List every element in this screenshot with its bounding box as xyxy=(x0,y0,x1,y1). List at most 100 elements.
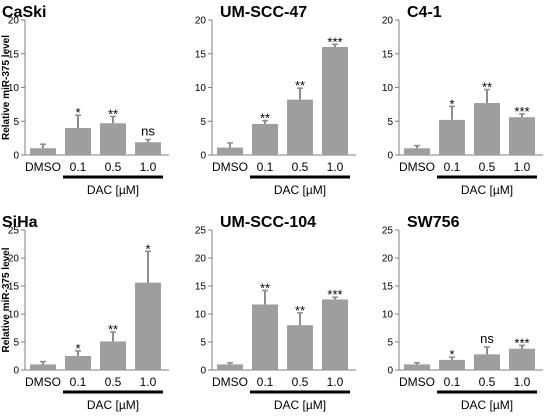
category-label: DMSO xyxy=(212,375,248,389)
category-label: 1.0 xyxy=(327,160,344,174)
category-label: 1.0 xyxy=(327,375,344,389)
category-label: 0.5 xyxy=(105,375,122,389)
bar xyxy=(100,123,126,155)
y-tick-label: 0 xyxy=(200,366,206,377)
significance-label: ** xyxy=(482,80,492,95)
x-axis-label: DAC [µM] xyxy=(461,398,513,412)
category-label: 0.1 xyxy=(257,375,274,389)
significance-label: ** xyxy=(295,78,305,93)
bar xyxy=(252,304,278,370)
significance-label: ** xyxy=(295,303,305,318)
category-label: 1.0 xyxy=(140,160,157,174)
bar xyxy=(439,119,465,155)
bar xyxy=(474,354,500,370)
category-label: 0.1 xyxy=(444,375,461,389)
panel-title: UM-SCC-47 xyxy=(220,4,307,21)
bar xyxy=(404,148,430,155)
significance-label: ns xyxy=(141,123,155,138)
significance-label: *** xyxy=(514,335,529,350)
category-label: DMSO xyxy=(212,160,248,174)
y-tick-label: 5 xyxy=(387,117,393,128)
category-label: 0.1 xyxy=(444,160,461,174)
y-tick-label: 15 xyxy=(195,49,207,60)
bar xyxy=(65,128,91,155)
category-label: DMSO xyxy=(399,375,435,389)
bar xyxy=(65,356,91,370)
bar xyxy=(404,364,430,370)
bar xyxy=(252,123,278,155)
bar xyxy=(217,147,243,155)
category-label: 1.0 xyxy=(140,375,157,389)
y-tick-label: 15 xyxy=(8,49,20,60)
y-tick-label: 0 xyxy=(13,366,19,377)
chart-panel-um-scc-47: UM-SCC-47 0 5 10 15 20 DMSO ** 0.1 ** 0.5 *** 1.0DAC… xyxy=(195,4,356,197)
significance-label: * xyxy=(449,347,454,362)
chart-panel-um-scc-104: UM-SCC-104 0 5 10 15 20 25 DMSO ** 0.1 ** 0.5 *** 1.0… xyxy=(195,214,356,412)
category-label: 0.1 xyxy=(70,160,87,174)
bar xyxy=(135,282,161,370)
significance-label: * xyxy=(145,241,150,256)
category-label: DMSO xyxy=(25,160,61,174)
bar xyxy=(287,325,313,370)
bar xyxy=(509,348,535,370)
bar xyxy=(217,364,243,370)
y-tick-label: 0 xyxy=(387,366,393,377)
y-tick-label: 20 xyxy=(8,254,20,265)
x-axis-label: DAC [µM] xyxy=(461,183,513,197)
bar xyxy=(287,99,313,155)
panel-title: SW756 xyxy=(407,214,460,231)
y-tick-label: 5 xyxy=(387,338,393,349)
y-tick-label: 10 xyxy=(382,83,394,94)
y-tick-label: 5 xyxy=(13,338,19,349)
x-axis-label: DAC [µM] xyxy=(274,183,326,197)
category-label: 0.1 xyxy=(70,375,87,389)
x-axis-label: DAC [µM] xyxy=(274,398,326,412)
y-tick-label: 20 xyxy=(195,16,207,27)
y-tick-label: 10 xyxy=(382,310,394,321)
y-tick-label: 15 xyxy=(382,282,394,293)
significance-label: * xyxy=(75,105,80,120)
significance-label: ** xyxy=(260,280,270,295)
y-tick-label: 20 xyxy=(8,16,20,27)
y-tick-label: 15 xyxy=(8,282,20,293)
significance-label: *** xyxy=(327,34,342,49)
bar xyxy=(439,359,465,370)
x-axis-label: DAC [µM] xyxy=(87,398,139,412)
panel-title: SiHa xyxy=(2,214,38,231)
bar xyxy=(509,117,535,155)
y-tick-label: 10 xyxy=(195,83,207,94)
significance-label: ** xyxy=(260,111,270,126)
y-tick-label: 10 xyxy=(195,310,207,321)
x-axis-label: DAC [µM] xyxy=(87,183,139,197)
significance-label: ** xyxy=(108,322,118,337)
y-tick-label: 20 xyxy=(382,254,394,265)
significance-label: ** xyxy=(108,107,118,122)
significance-label: *** xyxy=(327,287,342,302)
bar xyxy=(135,142,161,155)
category-label: 0.5 xyxy=(292,375,309,389)
significance-label: *** xyxy=(514,104,529,119)
bar xyxy=(30,364,56,370)
y-tick-label: 0 xyxy=(13,151,19,162)
category-label: 1.0 xyxy=(514,375,531,389)
y-tick-label: 25 xyxy=(195,226,207,237)
significance-label: * xyxy=(449,96,454,111)
chart-panel-siha: SiHa Relative miR-375 level 0 5 10 15 20 25 DMSO… xyxy=(1,214,169,412)
y-tick-label: 0 xyxy=(387,151,393,162)
y-axis-label: Relative miR-375 level xyxy=(1,247,12,352)
y-tick-label: 5 xyxy=(200,338,206,349)
y-tick-label: 15 xyxy=(382,49,394,60)
y-tick-label: 20 xyxy=(195,254,207,265)
category-label: 0.5 xyxy=(105,160,122,174)
category-label: DMSO xyxy=(399,160,435,174)
bar xyxy=(30,148,56,155)
panel-title: CaSki xyxy=(2,4,46,21)
bar xyxy=(322,299,348,370)
y-tick-label: 25 xyxy=(8,226,20,237)
category-label: 0.5 xyxy=(479,160,496,174)
bar xyxy=(474,103,500,155)
significance-label: ns xyxy=(480,331,494,346)
